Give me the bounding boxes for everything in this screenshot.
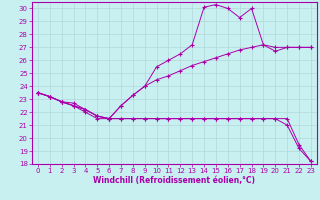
- X-axis label: Windchill (Refroidissement éolien,°C): Windchill (Refroidissement éolien,°C): [93, 176, 255, 185]
